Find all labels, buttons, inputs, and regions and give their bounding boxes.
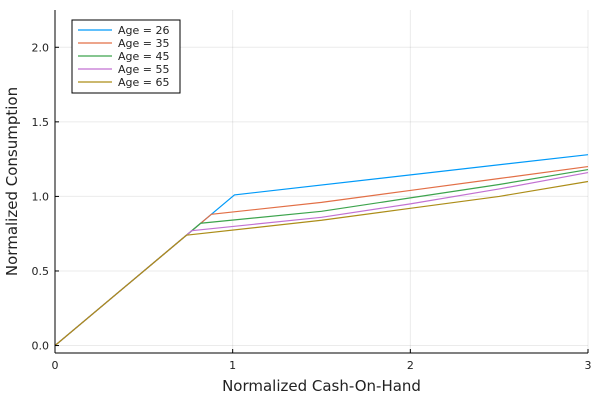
legend-label-2: Age = 35	[118, 37, 169, 50]
legend-label-3: Age = 45	[118, 50, 169, 63]
y-tick-label: 0.0	[32, 340, 50, 353]
legend-label-4: Age = 55	[118, 63, 169, 76]
tick-labels: 0 1 2 3 0.0 0.5 1.0 1.5 2.0	[32, 41, 592, 372]
y-tick-label: 2.0	[32, 41, 50, 54]
axes	[54, 10, 589, 354]
legend-label-5: Age = 65	[118, 76, 169, 89]
x-tick-label: 2	[407, 359, 414, 372]
y-tick-label: 1.0	[32, 190, 50, 203]
x-axis-label: Normalized Cash-On-Hand	[222, 377, 421, 395]
y-tick-label: 1.5	[32, 116, 50, 129]
x-tick-label: 0	[52, 359, 59, 372]
y-tick-label: 0.5	[32, 265, 50, 278]
series-line-5	[54, 180, 589, 346]
series-lines	[54, 154, 589, 346]
series-line-4	[54, 171, 589, 346]
y-axis-label: Normalized Consumption	[3, 87, 21, 276]
legend-label-1: Age = 26	[118, 24, 169, 37]
series-line-2	[54, 165, 589, 346]
x-tick-label: 1	[229, 359, 236, 372]
x-tick-label: 3	[585, 359, 592, 372]
